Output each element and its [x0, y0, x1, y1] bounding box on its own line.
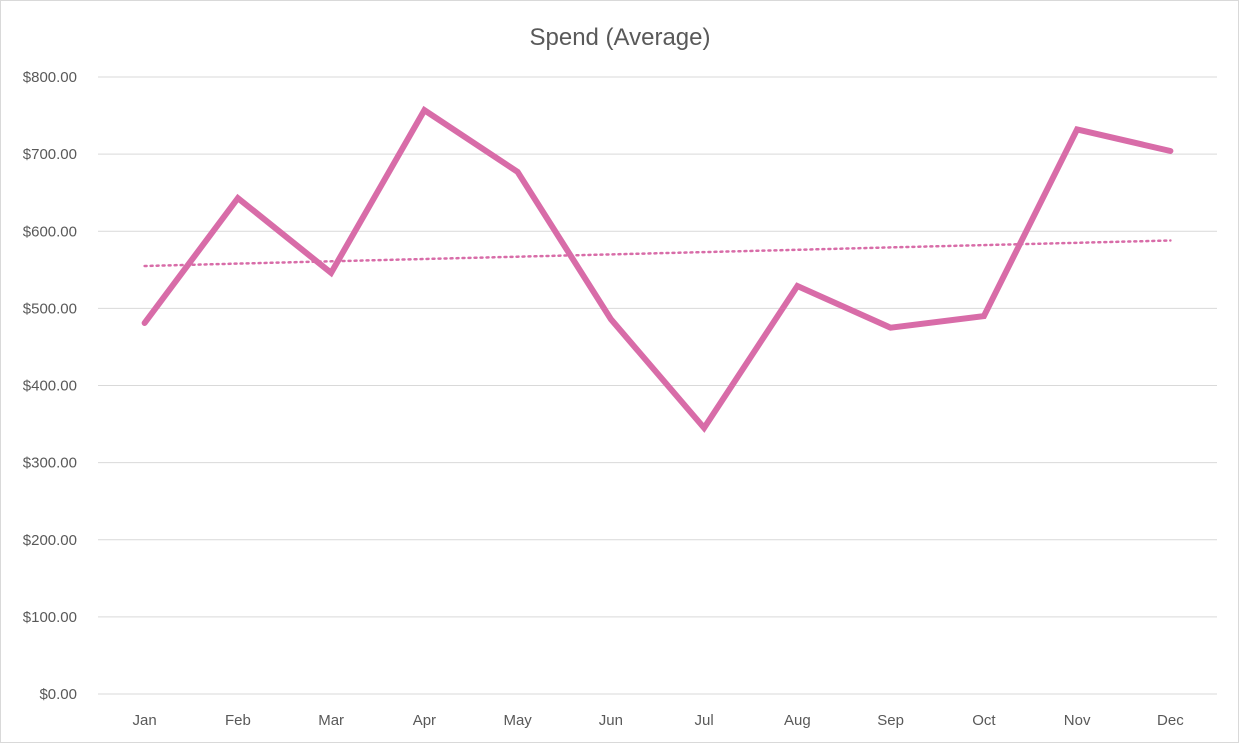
- y-tick-label: $0.00: [39, 686, 77, 703]
- y-tick-label: $300.00: [23, 455, 77, 472]
- y-tick-label: $100.00: [23, 609, 77, 626]
- y-tick-label: $600.00: [23, 223, 77, 240]
- x-tick-label: Oct: [972, 712, 996, 729]
- x-tick-label: May: [503, 712, 532, 729]
- x-tick-label: Sep: [877, 712, 904, 729]
- x-tick-label: Feb: [225, 712, 251, 729]
- gridlines: [98, 76, 1217, 695]
- y-tick-label: $800.00: [23, 69, 77, 86]
- y-axis-ticks: $0.00 $100.00 $200.00 $300.00 $400.00 $500.00…: [23, 69, 77, 703]
- x-tick-label: Aug: [784, 712, 811, 729]
- y-tick-label: $400.00: [23, 378, 77, 395]
- series-layer: [141, 105, 1174, 433]
- x-tick-label: Jan: [133, 712, 157, 729]
- x-tick-label: Mar: [318, 712, 344, 729]
- x-tick-label: Jul: [695, 712, 714, 729]
- x-tick-label: Dec: [1157, 712, 1184, 729]
- x-tick-label: Apr: [413, 712, 436, 729]
- y-tick-label: $500.00: [23, 300, 77, 317]
- x-axis-ticks: Jan Feb Mar Apr May Jun Jul Aug Sep Oct Nov Dec: [133, 712, 1185, 729]
- y-tick-label: $200.00: [23, 532, 77, 549]
- x-tick-label: Nov: [1064, 712, 1091, 729]
- series-line: [141, 105, 1174, 433]
- chart-title: Spend (Average): [529, 24, 710, 51]
- x-tick-label: Jun: [599, 712, 623, 729]
- y-tick-label: $700.00: [23, 146, 77, 163]
